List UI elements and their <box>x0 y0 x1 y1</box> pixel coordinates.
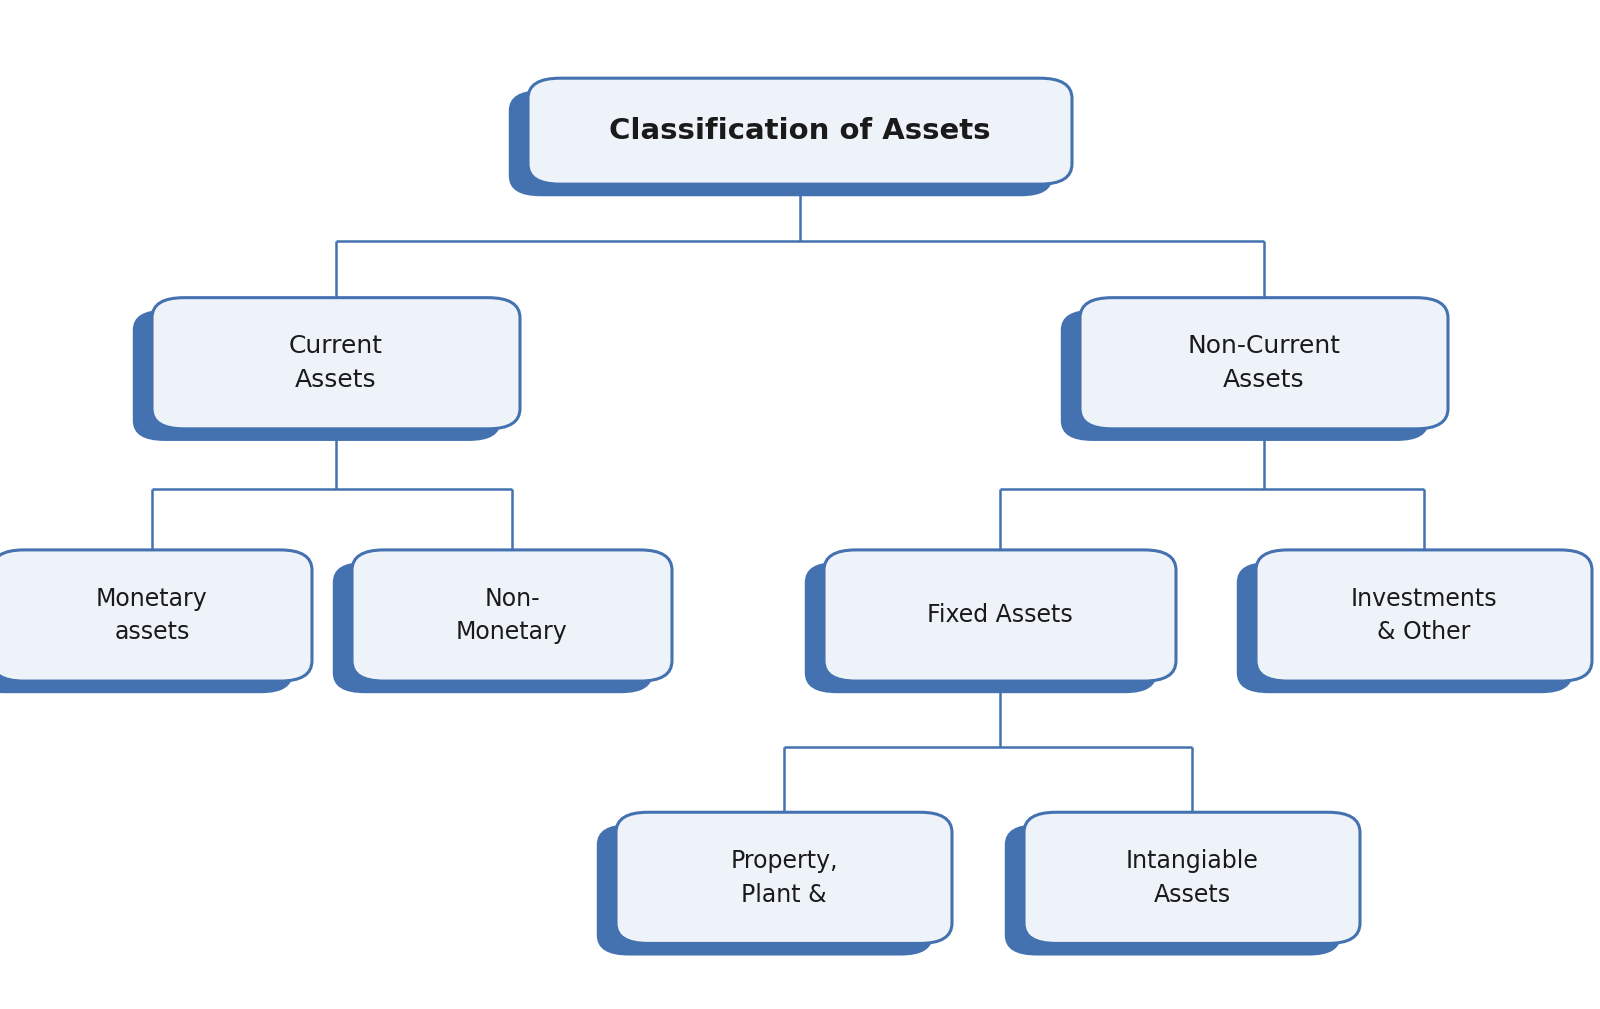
Text: Fixed Assets: Fixed Assets <box>926 603 1074 628</box>
FancyBboxPatch shape <box>152 298 520 429</box>
FancyBboxPatch shape <box>0 562 293 693</box>
FancyBboxPatch shape <box>1256 550 1592 681</box>
FancyBboxPatch shape <box>1080 298 1448 429</box>
FancyBboxPatch shape <box>597 824 933 956</box>
FancyBboxPatch shape <box>616 812 952 943</box>
Text: Property,
Plant &: Property, Plant & <box>730 850 838 906</box>
Text: Monetary
assets: Monetary assets <box>96 587 208 644</box>
FancyBboxPatch shape <box>528 79 1072 185</box>
FancyBboxPatch shape <box>1237 562 1573 693</box>
Text: Non-Current
Assets: Non-Current Assets <box>1187 335 1341 391</box>
FancyBboxPatch shape <box>0 550 312 681</box>
Text: Intangiable
Assets: Intangiable Assets <box>1125 850 1259 906</box>
FancyBboxPatch shape <box>824 550 1176 681</box>
FancyBboxPatch shape <box>1061 310 1429 441</box>
FancyBboxPatch shape <box>352 550 672 681</box>
FancyBboxPatch shape <box>509 91 1053 196</box>
FancyBboxPatch shape <box>133 310 501 441</box>
FancyBboxPatch shape <box>1005 824 1341 956</box>
FancyBboxPatch shape <box>333 562 653 693</box>
FancyBboxPatch shape <box>805 562 1157 693</box>
Text: Current
Assets: Current Assets <box>290 335 382 391</box>
Text: Non-
Monetary: Non- Monetary <box>456 587 568 644</box>
FancyBboxPatch shape <box>1024 812 1360 943</box>
Text: Investments
& Other: Investments & Other <box>1350 587 1498 644</box>
Text: Classification of Assets: Classification of Assets <box>610 117 990 145</box>
